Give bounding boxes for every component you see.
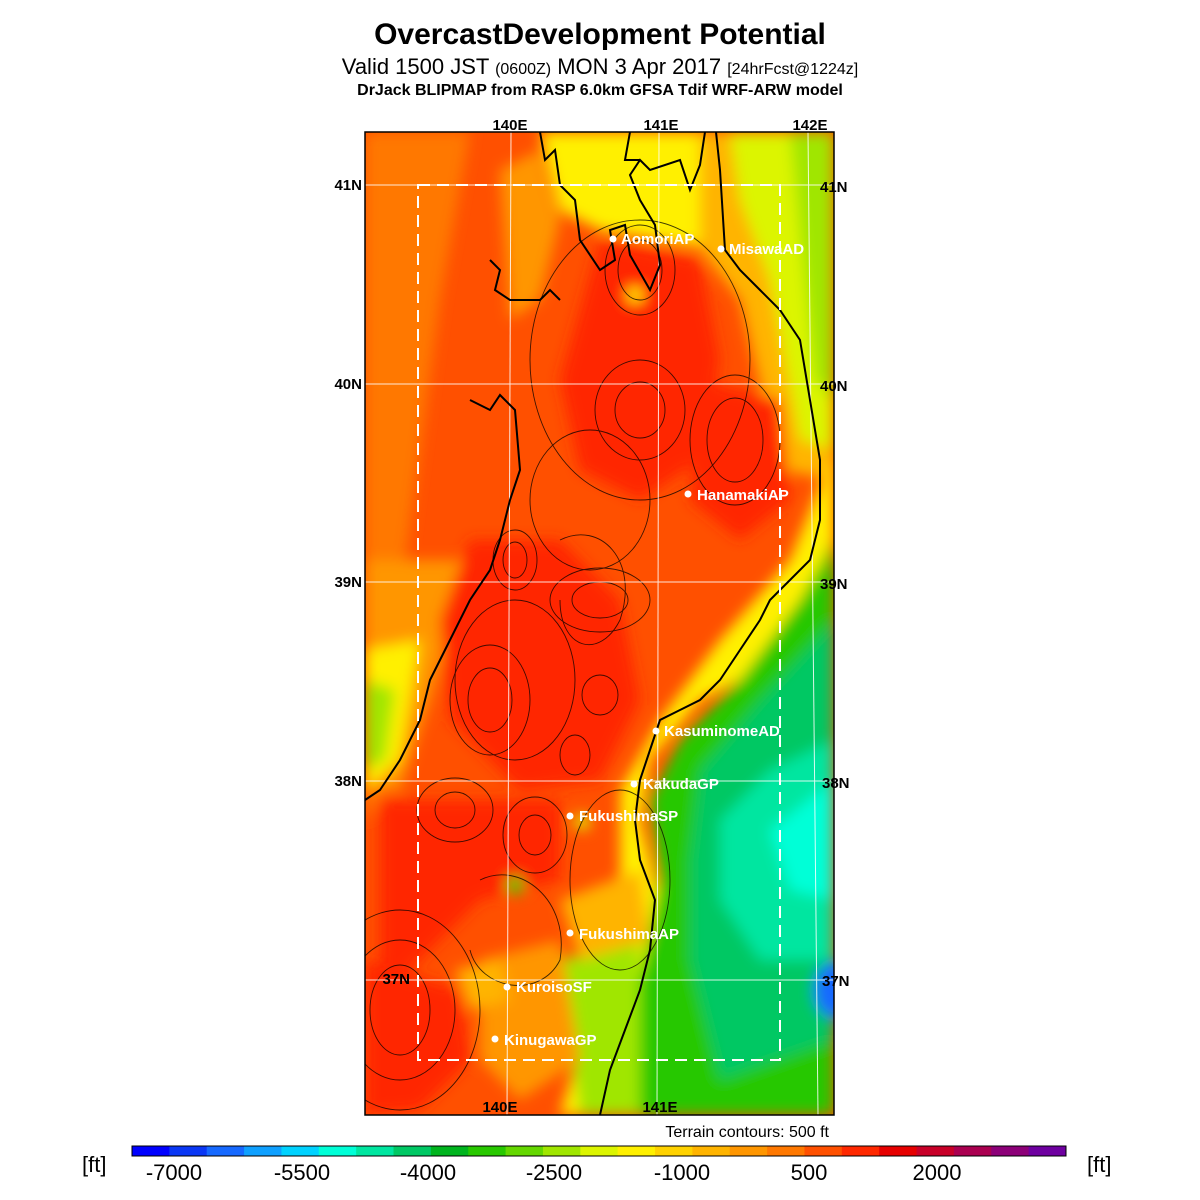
colorbar-swatch — [430, 1146, 469, 1156]
station-kasuminome: KasuminomeAD — [652, 723, 780, 740]
station-kakuda: KakudaGP — [630, 776, 719, 793]
colorbar-tick-label: -2500 — [526, 1160, 582, 1185]
model-line: DrJack BLIPMAP from RASP 6.0km GFSA Tdif… — [357, 82, 843, 99]
lat-label-left: 40N — [334, 376, 362, 393]
station-aomori: AomoriAP — [609, 231, 694, 248]
colorbar-tick-label: -1000 — [654, 1160, 710, 1185]
colorbar-swatch — [729, 1146, 768, 1156]
valid-time-line: Valid 1500 JST (0600Z) MON 3 Apr 2017 [2… — [0, 54, 1200, 80]
station-label: MisawaAD — [729, 241, 804, 258]
colorbar-swatch — [244, 1146, 282, 1156]
station-label: KakudaGP — [643, 776, 719, 793]
station-label: KasuminomeAD — [664, 723, 780, 740]
colorbar-swatch — [281, 1146, 320, 1156]
colorbar-border — [131, 1145, 1067, 1157]
field-band-1 — [500, 150, 560, 320]
station-label: KinugawaGP — [504, 1032, 597, 1049]
field-se-blue — [814, 962, 834, 1018]
colorbar-swatch — [206, 1146, 245, 1156]
field-yellow-spot — [627, 287, 643, 303]
lat-label-left: 39N — [334, 574, 362, 591]
field-core-east — [690, 380, 790, 540]
field-green-spot — [506, 876, 524, 894]
stations: AomoriAP MisawaAD HanamakiAP KasuminomeA… — [491, 231, 804, 1049]
field-east-cyan2 — [770, 780, 834, 900]
colorbar-swatch — [542, 1146, 581, 1156]
colorbar-swatch — [505, 1146, 544, 1156]
colorbar — [131, 1145, 1067, 1157]
lat-label-left: 37N — [382, 971, 410, 988]
coastline — [365, 132, 821, 1115]
field-band-4 — [455, 960, 510, 1010]
colorbar-swatch — [1028, 1146, 1067, 1156]
station-label: AomoriAP — [621, 231, 694, 248]
graticule — [365, 132, 834, 1115]
colorbar-swatch — [468, 1146, 507, 1156]
lat-label-right: 40N — [820, 378, 848, 395]
colorbar-swatch — [356, 1146, 395, 1156]
colorbar-swatch — [841, 1146, 880, 1156]
colorbar-swatch — [991, 1146, 1030, 1156]
lat-label-right: 37N — [822, 973, 850, 990]
chart-title: OvercastDevelopment Potential — [374, 18, 826, 51]
colorbar-swatch — [132, 1146, 170, 1156]
field-core-north — [560, 240, 720, 500]
lat-label-left: 41N — [334, 177, 362, 194]
colorbar-swatch — [393, 1146, 432, 1156]
valid-utc: (0600Z) — [495, 61, 552, 78]
colorbar-tick-label: -5500 — [274, 1160, 330, 1185]
colorbar-swatch — [617, 1146, 656, 1156]
colorbar-swatch — [804, 1146, 843, 1156]
colorbar-tick-label: 500 — [791, 1160, 828, 1185]
station-hanamaki: HanamakiAP — [684, 487, 789, 504]
colorbar-swatch — [318, 1146, 357, 1156]
colorbar-swatch — [169, 1146, 208, 1156]
terrain-contour-note: Terrain contours: 500 ft — [665, 1124, 829, 1141]
colorbar-swatch — [692, 1146, 731, 1156]
colorbar-unit-left: [ft] — [82, 1152, 106, 1177]
forecast-info: [24hrFcst@1224z] — [727, 61, 859, 78]
station-fukushima-sp: FukushimaSP — [566, 808, 678, 825]
station-label: FukushimaSP — [579, 808, 678, 825]
colorbar-tick-label: -4000 — [400, 1160, 456, 1185]
valid-date: MON 3 Apr 2017 — [557, 54, 722, 79]
colorbar-tick-label: -7000 — [146, 1160, 202, 1185]
station-label: FukushimaAP — [579, 926, 679, 943]
map-frame — [364, 131, 835, 1116]
lon-label-bottom: 141E — [642, 1099, 677, 1116]
colorbar-swatch — [580, 1146, 619, 1156]
colorbar-unit-right: [ft] — [1087, 1152, 1111, 1177]
field-se-lime — [560, 940, 640, 1115]
valid-prefix: Valid 1500 JST — [341, 54, 489, 79]
field-band-2 — [560, 870, 650, 960]
station-kinugawa: KinugawaGP — [491, 1032, 597, 1049]
field-ne-green — [790, 132, 834, 400]
station-label: HanamakiAP — [697, 487, 789, 504]
lat-label-right: 39N — [820, 576, 848, 593]
colorbar-swatch — [916, 1146, 955, 1156]
station-misawa: MisawaAD — [717, 241, 804, 258]
field-west-lime — [365, 680, 395, 770]
colorbar-tick-label: 2000 — [913, 1160, 962, 1185]
station-fukushima-ap: FukushimaAP — [566, 926, 679, 943]
station-label: KuroisoSF — [516, 979, 592, 996]
lon-label-top: 140E — [492, 117, 527, 134]
field-layer — [365, 132, 834, 1115]
colorbar-swatch — [767, 1146, 805, 1156]
inner-domain-box — [417, 184, 781, 1061]
colorbar-swatch — [953, 1146, 992, 1156]
lon-label-top: 142E — [792, 117, 827, 134]
field-core-south — [380, 800, 560, 1000]
lat-label-left: 38N — [334, 773, 362, 790]
lat-label-right: 41N — [820, 179, 848, 196]
lat-label-right: 38N — [822, 775, 850, 792]
lon-label-bottom: 140E — [482, 1099, 517, 1116]
station-kuroiso: KuroisoSF — [503, 979, 592, 996]
colorbar-swatch — [879, 1146, 918, 1156]
colorbar-swatch — [655, 1146, 693, 1156]
field-core-central — [440, 540, 640, 790]
terrain-contours — [365, 219, 781, 1111]
lon-label-top: 141E — [643, 117, 678, 134]
